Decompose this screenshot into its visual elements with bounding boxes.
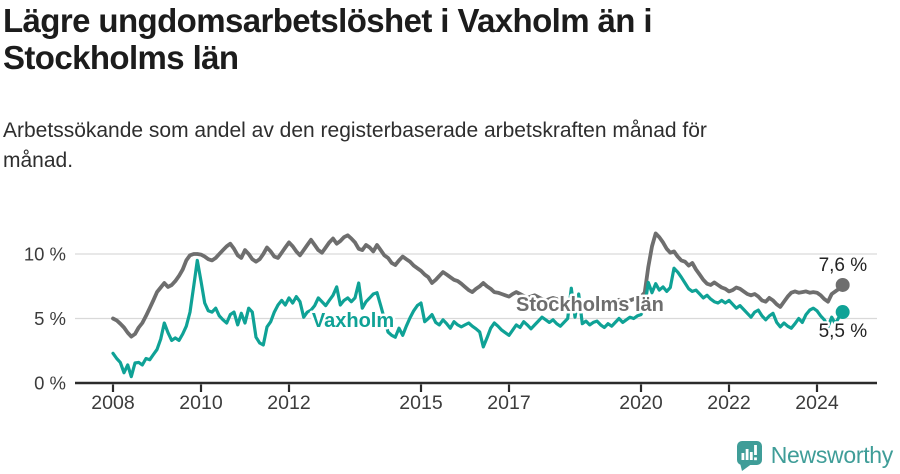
newsworthy-logo-icon: [736, 441, 762, 471]
end-dot-vaxholm: [835, 305, 850, 320]
series-label-vaxholm: Vaxholm: [312, 310, 394, 332]
series-line-vaxholm: [111, 258, 845, 379]
y-axis-tick-label: 0 %: [34, 373, 66, 394]
end-value-label: 7,6 %: [819, 255, 868, 276]
y-axis-tick-label: 10 %: [24, 244, 66, 265]
x-axis-tick-label: 2017: [487, 392, 530, 414]
x-axis-tick-label: 2010: [179, 392, 223, 414]
end-value-label: 5,5 %: [819, 321, 868, 342]
chart-subtitle: Arbetssökande som andel av den registerb…: [3, 119, 707, 172]
series-line-stockholms-län: [111, 231, 845, 339]
footer: Newsworthy: [736, 440, 893, 471]
x-axis-tick-label: 2015: [399, 392, 443, 414]
x-axis-tick-label: 2024: [795, 392, 839, 414]
y-axis-tick-label: 5 %: [34, 308, 66, 329]
x-axis-tick-label: 2012: [267, 392, 310, 414]
series-label-stockholms-län: Stockholms län: [516, 294, 664, 316]
page-title: Lägre ungdomsarbetslöshet i Vaxholm än i…: [3, 2, 653, 76]
end-dot-stockholms-län: [835, 277, 850, 292]
x-axis-tick-label: 2020: [619, 392, 663, 414]
x-axis-tick-label: 2008: [91, 392, 134, 414]
x-axis-tick-label: 2022: [707, 392, 750, 414]
brand-name: Newsworthy: [770, 442, 894, 468]
